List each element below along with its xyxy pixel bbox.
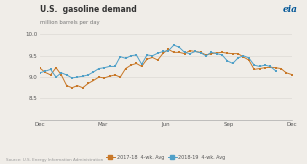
Legend: 2017-18  4-wk. Avg, 2018-19  4-wk. Avg: 2017-18 4-wk. Avg, 2018-19 4-wk. Avg [106, 154, 226, 160]
Text: U.S.  gasoline demand: U.S. gasoline demand [40, 5, 137, 14]
Text: million barrels per day: million barrels per day [40, 20, 99, 25]
Text: Source: U.S. Energy Information Administration: Source: U.S. Energy Information Administ… [6, 158, 103, 162]
Text: eia: eia [283, 5, 298, 14]
